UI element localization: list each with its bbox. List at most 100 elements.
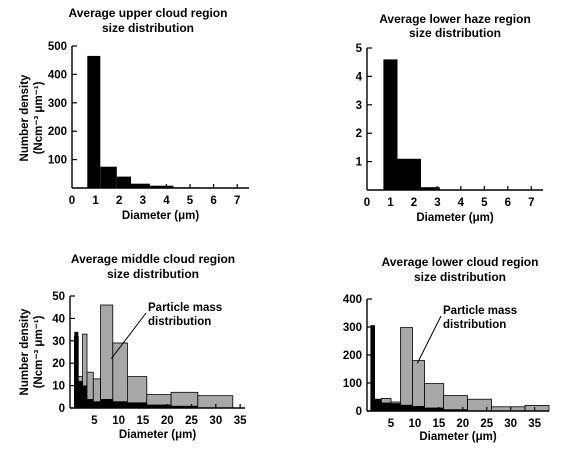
gray-bar	[443, 395, 468, 412]
black-bar	[100, 166, 117, 188]
x-tick-label: 20	[456, 418, 469, 430]
y-tick-label: 3	[356, 100, 362, 112]
x-tick-label: 7	[234, 195, 240, 207]
chart-title-line: Average middle cloud region	[71, 252, 235, 266]
y-axis-label-line: (Ncm⁻³ μm⁻¹)	[33, 81, 45, 154]
y-tick-label: 300	[343, 322, 362, 334]
x-tick-label: 2	[411, 197, 417, 209]
x-tick-label: 6	[505, 197, 511, 209]
chart-title-line: Average lower cloud region	[382, 255, 539, 269]
gray-bar	[467, 398, 492, 412]
x-axis-label: Diameter (μm)	[122, 210, 200, 222]
x-axis-label: Diameter (μm)	[416, 212, 494, 224]
x-tick-label: 4	[163, 195, 170, 207]
chart-title-line: size distribution	[102, 21, 194, 35]
x-tick-label: 20	[161, 415, 174, 427]
y-tick-label: 20	[52, 358, 65, 370]
black-bar	[127, 402, 147, 408]
x-tick-label: 1	[387, 197, 394, 209]
black-bar	[131, 183, 150, 188]
black-bar	[374, 399, 382, 411]
black-bar	[78, 381, 83, 408]
y-tick-label: 40	[52, 313, 65, 325]
black-bar	[412, 406, 425, 411]
x-tick-label: 35	[528, 418, 541, 430]
annotation-text-line: Particle mass	[443, 305, 517, 317]
y-axis-label-line: Number density	[19, 308, 31, 396]
chart-title-line: Average upper cloud region	[69, 6, 228, 20]
black-bar	[390, 403, 401, 411]
annotation-leader-line	[416, 315, 442, 364]
black-bar	[400, 404, 413, 411]
x-tick-label: 15	[432, 418, 445, 430]
annotation-text-line: Particle mass	[148, 302, 222, 314]
y-tick-label: 50	[52, 291, 65, 303]
black-bar	[87, 399, 94, 408]
y-tick-label: 400	[343, 294, 362, 306]
annotation-text-line: distribution	[148, 316, 211, 328]
y-tick-label: 30	[52, 336, 65, 348]
y-tick-label: 5	[356, 43, 363, 55]
y-tick-label: 200	[343, 350, 362, 362]
x-tick-label: 5	[481, 197, 488, 209]
x-tick-label: 4	[458, 197, 465, 209]
x-tick-label: 5	[187, 195, 194, 207]
x-tick-label: 25	[480, 418, 493, 430]
black-bar	[146, 404, 172, 408]
black-bar	[424, 407, 444, 411]
x-tick-label: 3	[140, 195, 146, 207]
x-tick-label: 30	[209, 415, 222, 427]
x-tick-label: 25	[185, 415, 198, 427]
black-bar	[171, 405, 198, 408]
x-tick-label: 3	[434, 197, 440, 209]
black-bar	[370, 325, 375, 411]
x-tick-label: 30	[504, 418, 517, 430]
y-tick-label: 2	[356, 128, 362, 140]
gray-bar	[100, 304, 114, 409]
x-axis-label: Diameter (μm)	[119, 429, 197, 441]
black-bar	[397, 158, 421, 190]
black-bar	[87, 55, 101, 189]
x-tick-label: 1	[92, 195, 99, 207]
x-tick-label: 2	[116, 195, 122, 207]
y-axis-label-line: (Ncm⁻³ μm⁻¹)	[33, 315, 45, 388]
gray-bar	[112, 342, 128, 409]
chart-title-line: Average lower haze region	[379, 12, 531, 26]
y-tick-label: 1	[356, 157, 363, 169]
x-tick-label: 35	[234, 415, 247, 427]
black-bar	[421, 187, 440, 190]
black-bar	[100, 399, 113, 408]
x-axis-label: Diameter (μm)	[419, 431, 497, 443]
x-tick-label: 5	[91, 415, 98, 427]
x-tick-label: 0	[364, 197, 370, 209]
black-bar	[149, 185, 174, 188]
y-tick-label: 0	[59, 403, 65, 415]
gray-bar	[524, 404, 550, 412]
y-tick-label: 4	[356, 71, 363, 83]
x-tick-label: 0	[69, 195, 75, 207]
y-tick-label: 300	[48, 98, 67, 110]
black-bar	[381, 402, 391, 411]
black-bar	[383, 59, 398, 191]
y-tick-label: 500	[48, 41, 67, 53]
x-tick-label: 7	[528, 197, 534, 209]
y-axis-label-line: Number density	[19, 74, 31, 162]
y-tick-label: 10	[52, 381, 65, 393]
y-tick-label: 100	[48, 155, 67, 167]
gray-bar	[170, 391, 199, 409]
y-tick-label: 100	[343, 378, 362, 390]
x-tick-label: 5	[388, 418, 395, 430]
black-bar	[93, 401, 101, 408]
black-bar	[116, 176, 131, 188]
chart-title-line: size distribution	[409, 26, 501, 40]
black-bar	[74, 331, 79, 408]
gray-bar	[412, 360, 425, 412]
y-tick-label: 0	[356, 406, 362, 418]
black-bar	[82, 385, 87, 408]
x-tick-label: 10	[112, 415, 125, 427]
